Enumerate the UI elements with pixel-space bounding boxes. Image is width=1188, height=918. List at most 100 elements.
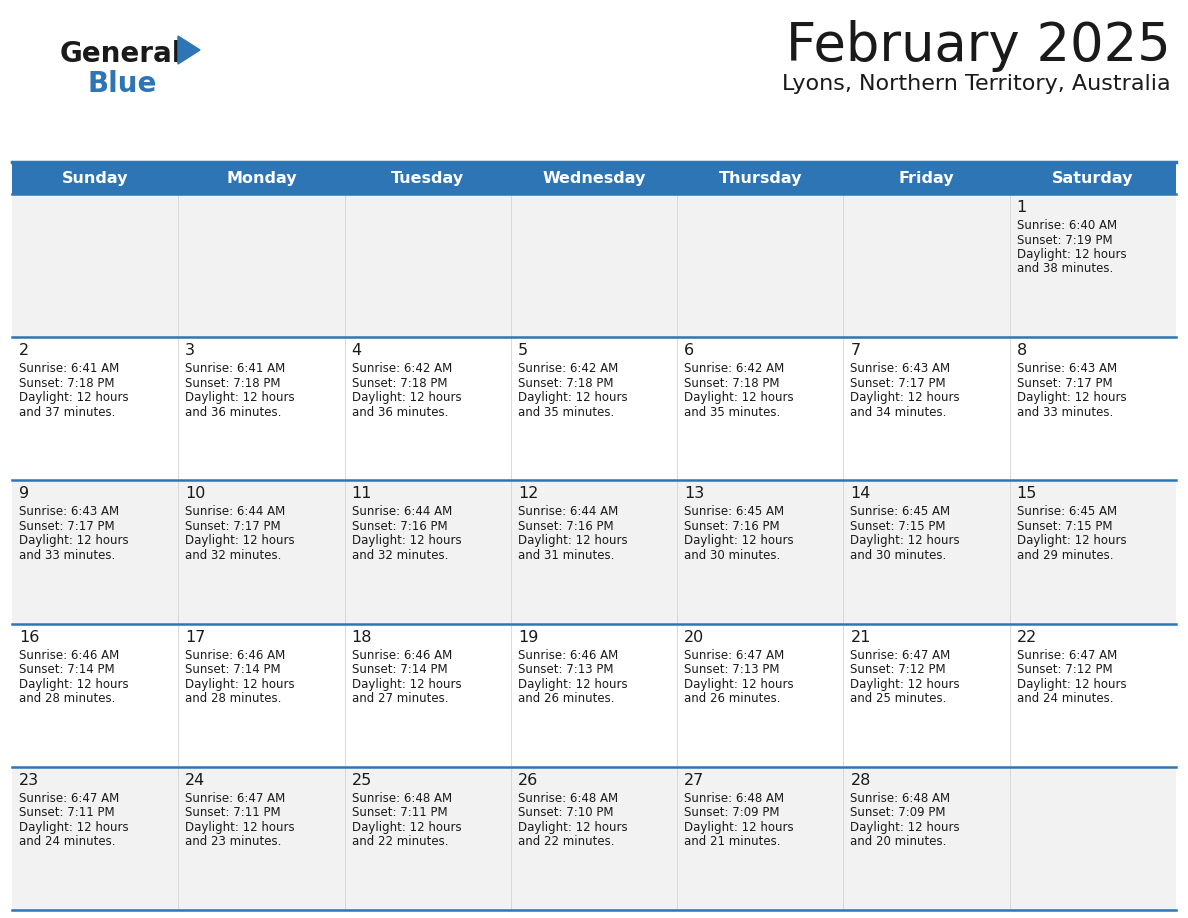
Text: Daylight: 12 hours: Daylight: 12 hours [684,391,794,404]
Text: Saturday: Saturday [1053,171,1133,185]
Text: Sunrise: 6:40 AM: Sunrise: 6:40 AM [1017,219,1117,232]
Bar [12,480,1176,623]
Text: 6: 6 [684,343,694,358]
Text: Daylight: 12 hours: Daylight: 12 hours [352,534,461,547]
Text: Daylight: 12 hours: Daylight: 12 hours [352,677,461,690]
Text: Sunrise: 6:45 AM: Sunrise: 6:45 AM [851,506,950,519]
Text: and 37 minutes.: and 37 minutes. [19,406,115,419]
Text: 2: 2 [19,343,30,358]
Text: Daylight: 12 hours: Daylight: 12 hours [851,534,960,547]
Text: Sunset: 7:13 PM: Sunset: 7:13 PM [684,663,779,676]
Text: and 36 minutes.: and 36 minutes. [352,406,448,419]
Text: Sunrise: 6:43 AM: Sunrise: 6:43 AM [19,506,119,519]
Text: 25: 25 [352,773,372,788]
Text: Sunrise: 6:43 AM: Sunrise: 6:43 AM [1017,363,1117,375]
Text: Lyons, Northern Territory, Australia: Lyons, Northern Territory, Australia [783,74,1171,94]
Text: Sunset: 7:19 PM: Sunset: 7:19 PM [1017,233,1112,247]
Text: Sunset: 7:09 PM: Sunset: 7:09 PM [851,806,946,819]
Text: and 34 minutes.: and 34 minutes. [851,406,947,419]
Text: Sunrise: 6:46 AM: Sunrise: 6:46 AM [185,649,285,662]
Text: 8: 8 [1017,343,1026,358]
Polygon shape [178,36,200,64]
Text: Sunrise: 6:42 AM: Sunrise: 6:42 AM [518,363,618,375]
Bar [12,337,1176,480]
Text: 15: 15 [1017,487,1037,501]
Text: Sunset: 7:17 PM: Sunset: 7:17 PM [19,520,114,533]
Text: Daylight: 12 hours: Daylight: 12 hours [684,677,794,690]
Text: Daylight: 12 hours: Daylight: 12 hours [19,391,128,404]
Text: Wednesday: Wednesday [542,171,646,185]
Text: Sunset: 7:14 PM: Sunset: 7:14 PM [19,663,114,676]
Text: Sunset: 7:10 PM: Sunset: 7:10 PM [518,806,613,819]
Text: and 36 minutes.: and 36 minutes. [185,406,282,419]
Text: Sunset: 7:13 PM: Sunset: 7:13 PM [518,663,613,676]
Text: Sunset: 7:14 PM: Sunset: 7:14 PM [185,663,280,676]
Text: 28: 28 [851,773,871,788]
Text: Sunrise: 6:47 AM: Sunrise: 6:47 AM [684,649,784,662]
Text: Sunset: 7:12 PM: Sunset: 7:12 PM [851,663,946,676]
Text: Sunset: 7:18 PM: Sunset: 7:18 PM [684,376,779,390]
Text: 12: 12 [518,487,538,501]
Text: 18: 18 [352,630,372,644]
Text: Sunrise: 6:42 AM: Sunrise: 6:42 AM [684,363,784,375]
Text: and 30 minutes.: and 30 minutes. [684,549,781,562]
Bar [12,623,1176,767]
Bar [12,194,1176,337]
Text: 16: 16 [19,630,39,644]
Text: 27: 27 [684,773,704,788]
Text: Sunrise: 6:44 AM: Sunrise: 6:44 AM [518,506,618,519]
Text: Sunset: 7:16 PM: Sunset: 7:16 PM [518,520,613,533]
Text: Sunrise: 6:47 AM: Sunrise: 6:47 AM [851,649,950,662]
Text: and 32 minutes.: and 32 minutes. [352,549,448,562]
Text: Daylight: 12 hours: Daylight: 12 hours [185,677,295,690]
Text: Sunrise: 6:44 AM: Sunrise: 6:44 AM [185,506,285,519]
Text: Daylight: 12 hours: Daylight: 12 hours [851,677,960,690]
Text: Sunset: 7:11 PM: Sunset: 7:11 PM [352,806,447,819]
Text: and 24 minutes.: and 24 minutes. [1017,692,1113,705]
Text: Daylight: 12 hours: Daylight: 12 hours [518,677,627,690]
Text: Sunday: Sunday [62,171,128,185]
Text: and 22 minutes.: and 22 minutes. [352,835,448,848]
Text: Sunrise: 6:46 AM: Sunrise: 6:46 AM [518,649,618,662]
Text: and 35 minutes.: and 35 minutes. [518,406,614,419]
Text: Sunrise: 6:44 AM: Sunrise: 6:44 AM [352,506,451,519]
Text: Sunrise: 6:45 AM: Sunrise: 6:45 AM [1017,506,1117,519]
Text: Sunset: 7:18 PM: Sunset: 7:18 PM [185,376,280,390]
Text: Daylight: 12 hours: Daylight: 12 hours [1017,534,1126,547]
Text: 17: 17 [185,630,206,644]
Text: 4: 4 [352,343,361,358]
Text: and 24 minutes.: and 24 minutes. [19,835,115,848]
Text: and 31 minutes.: and 31 minutes. [518,549,614,562]
Text: Daylight: 12 hours: Daylight: 12 hours [185,391,295,404]
Text: 13: 13 [684,487,704,501]
Text: 22: 22 [1017,630,1037,644]
Text: 11: 11 [352,487,372,501]
Text: Daylight: 12 hours: Daylight: 12 hours [851,391,960,404]
Text: and 27 minutes.: and 27 minutes. [352,692,448,705]
Text: Sunrise: 6:47 AM: Sunrise: 6:47 AM [1017,649,1117,662]
Text: Sunrise: 6:47 AM: Sunrise: 6:47 AM [19,792,119,805]
Text: Daylight: 12 hours: Daylight: 12 hours [19,677,128,690]
Text: Daylight: 12 hours: Daylight: 12 hours [684,821,794,834]
Text: Sunset: 7:09 PM: Sunset: 7:09 PM [684,806,779,819]
Text: Daylight: 12 hours: Daylight: 12 hours [19,534,128,547]
Text: Sunrise: 6:48 AM: Sunrise: 6:48 AM [684,792,784,805]
Text: and 26 minutes.: and 26 minutes. [518,692,614,705]
Text: Sunrise: 6:48 AM: Sunrise: 6:48 AM [518,792,618,805]
Text: and 30 minutes.: and 30 minutes. [851,549,947,562]
Text: and 28 minutes.: and 28 minutes. [185,692,282,705]
Text: Tuesday: Tuesday [391,171,465,185]
Text: Sunrise: 6:46 AM: Sunrise: 6:46 AM [352,649,451,662]
Text: and 26 minutes.: and 26 minutes. [684,692,781,705]
Text: Daylight: 12 hours: Daylight: 12 hours [518,534,627,547]
Text: 21: 21 [851,630,871,644]
Text: Daylight: 12 hours: Daylight: 12 hours [352,391,461,404]
Text: Sunset: 7:12 PM: Sunset: 7:12 PM [1017,663,1112,676]
Text: Daylight: 12 hours: Daylight: 12 hours [185,534,295,547]
Text: Sunset: 7:17 PM: Sunset: 7:17 PM [185,520,280,533]
Text: 26: 26 [518,773,538,788]
Text: and 29 minutes.: and 29 minutes. [1017,549,1113,562]
Text: Sunrise: 6:43 AM: Sunrise: 6:43 AM [851,363,950,375]
Text: 7: 7 [851,343,860,358]
Text: Sunset: 7:15 PM: Sunset: 7:15 PM [851,520,946,533]
